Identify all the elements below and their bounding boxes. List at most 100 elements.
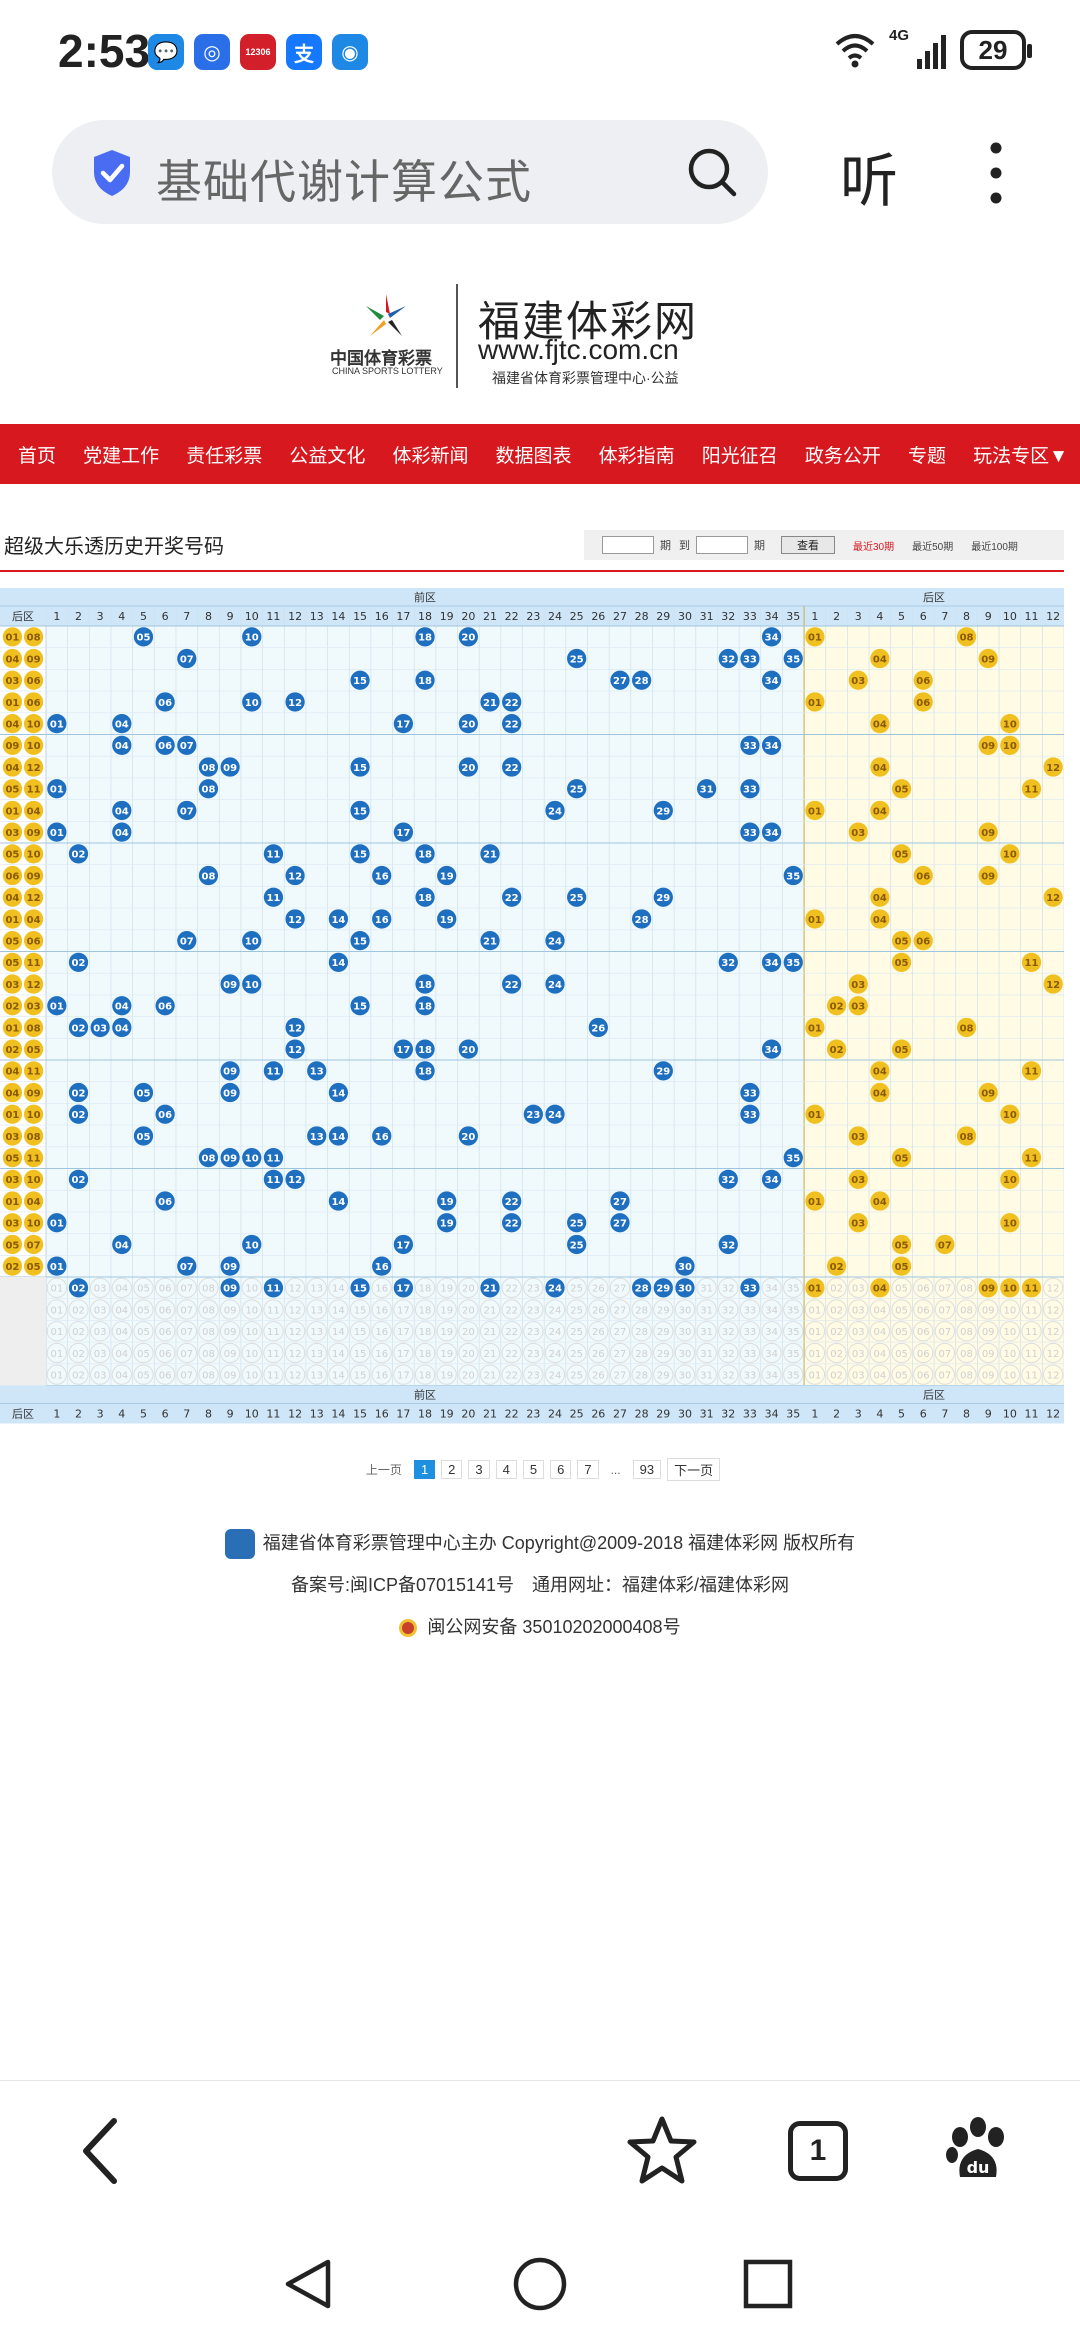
summary-ball-number: 21 xyxy=(483,1284,497,1295)
ghost-ball xyxy=(826,1364,847,1385)
ghost-ball xyxy=(674,1342,696,1364)
page-link-3[interactable]: 4 xyxy=(495,1460,517,1479)
recent-30-link[interactable]: 最近30期 xyxy=(853,541,895,553)
ghost-ball-number: 07 xyxy=(939,1370,952,1381)
row-back-badge xyxy=(23,996,44,1016)
ghost-ball xyxy=(674,1364,696,1385)
bottom-col-label: 11 xyxy=(266,1408,280,1421)
bottom-col-label: 10 xyxy=(245,1408,259,1421)
back-ball xyxy=(1000,1104,1020,1124)
system-home-icon[interactable] xyxy=(510,2254,570,2314)
nav-item-7[interactable]: 阳光征召 xyxy=(701,445,778,467)
ghost-ball xyxy=(349,1321,371,1342)
front-ball-number: 29 xyxy=(656,893,670,904)
row-back-badge xyxy=(2,1126,23,1146)
page-link-5[interactable]: 6 xyxy=(550,1460,572,1479)
system-back-icon[interactable] xyxy=(278,2254,338,2314)
ghost-ball xyxy=(1043,1277,1064,1298)
back-ball xyxy=(1043,757,1063,777)
page-link-2[interactable]: 3 xyxy=(468,1460,490,1479)
listen-button[interactable]: 听 xyxy=(840,149,899,214)
ghost-ball xyxy=(826,1299,847,1320)
next-page-link[interactable]: 下一页 xyxy=(667,1458,721,1481)
bottom-col-label: 33 xyxy=(743,1408,757,1421)
front-ball xyxy=(783,865,803,886)
ghost-ball-number: 31 xyxy=(700,1305,713,1316)
page-link-0[interactable]: 1 xyxy=(413,1460,436,1479)
back-ball xyxy=(870,1082,890,1103)
bookmark-star-icon[interactable] xyxy=(622,2111,702,2191)
tabs-button[interactable]: 1 xyxy=(778,2111,858,2191)
page-link-8[interactable]: 93 xyxy=(632,1460,662,1479)
ghost-ball-number: 02 xyxy=(830,1305,843,1316)
police-record-text[interactable]: 闽公网安备 35010202000408号 xyxy=(427,1617,681,1637)
nav-item-6[interactable]: 体彩指南 xyxy=(598,445,675,467)
baidu-paw-icon[interactable]: du xyxy=(938,2111,1018,2191)
back-arrow-icon[interactable] xyxy=(62,2111,142,2191)
front-ball xyxy=(653,1061,673,1081)
back-ball-number: 02 xyxy=(830,1045,844,1056)
front-ball-number: 04 xyxy=(115,1023,129,1034)
title-underline xyxy=(0,570,1064,572)
ghost-ball-number: 32 xyxy=(722,1305,735,1316)
nav-item-3[interactable]: 公益文化 xyxy=(289,445,366,467)
page-link-7[interactable]: ... xyxy=(610,1462,621,1477)
front-ball-number: 01 xyxy=(50,828,64,839)
page-link-1[interactable]: 2 xyxy=(441,1460,463,1479)
row-back-label: 10 xyxy=(27,1175,41,1186)
front-ball xyxy=(68,952,89,972)
front-ball-number: 11 xyxy=(266,1175,280,1186)
system-recents-icon[interactable] xyxy=(738,2254,798,2314)
nav-item-2[interactable]: 责任彩票 xyxy=(186,445,263,467)
back-ball xyxy=(913,865,933,886)
ghost-ball-number: 01 xyxy=(809,1327,822,1338)
front-ball-number: 09 xyxy=(223,980,237,991)
query-button[interactable]: 查看 xyxy=(781,536,835,554)
ghost-ball-number: 04 xyxy=(115,1370,128,1381)
back-ball-number: 06 xyxy=(916,698,930,709)
nav-item-5[interactable]: 数据图表 xyxy=(495,445,572,467)
nav-item-9[interactable]: 专题 xyxy=(907,445,946,467)
back-ball-number: 10 xyxy=(1003,741,1017,752)
end-period-input[interactable] xyxy=(696,536,748,554)
recent-50-link[interactable]: 最近50期 xyxy=(912,541,954,553)
ghost-ball xyxy=(284,1364,306,1385)
ghost-ball xyxy=(544,1342,566,1364)
row-back-badge xyxy=(2,974,23,994)
front-ball-number: 25 xyxy=(570,785,584,796)
bottom-col-label: 5 xyxy=(898,1408,905,1421)
ghost-ball-number: 01 xyxy=(809,1349,822,1360)
front-ball xyxy=(155,1191,175,1211)
recent-100-link[interactable]: 最近100期 xyxy=(971,541,1018,553)
nav-item-1[interactable]: 党建工作 xyxy=(83,445,160,467)
front-ball-number: 34 xyxy=(765,633,779,644)
top-col-label: 2 xyxy=(833,610,840,623)
nav-item-8[interactable]: 政务公开 xyxy=(804,445,881,467)
empty-row-label xyxy=(0,1298,46,1321)
nav-item-10[interactable]: 玩法专区▼ xyxy=(973,445,1068,467)
row-back-badge xyxy=(2,735,23,755)
ghost-ball xyxy=(349,1342,371,1364)
front-ball xyxy=(47,779,67,799)
nav-item-0[interactable]: 首页 xyxy=(18,445,57,467)
back-ball xyxy=(1000,1213,1020,1233)
front-ball xyxy=(653,800,673,821)
ghost-ball-number: 18 xyxy=(419,1305,432,1316)
ghost-ball xyxy=(631,1321,652,1342)
nav-item-4[interactable]: 体彩新闻 xyxy=(392,445,469,467)
site-logo[interactable]: 中国体育彩票 CHINA SPORTS LOTTERY 福建体彩网 www.fj… xyxy=(330,284,750,394)
row-back-label: 04 xyxy=(5,1088,19,1099)
front-ball-number: 07 xyxy=(180,806,194,817)
front-ball-number: 02 xyxy=(72,1110,86,1121)
page-link-4[interactable]: 5 xyxy=(522,1460,545,1479)
page-link-6[interactable]: 7 xyxy=(577,1460,599,1479)
search-icon[interactable] xyxy=(686,146,738,198)
battery-icon: 29 xyxy=(960,30,1032,70)
start-period-input[interactable] xyxy=(602,536,654,554)
ghost-ball-number: 12 xyxy=(289,1327,302,1338)
prev-page-link[interactable]: 上一页 xyxy=(365,1463,402,1477)
more-menu-icon[interactable] xyxy=(976,138,1016,208)
row-back-badge xyxy=(2,757,23,777)
ghost-ball-number: 09 xyxy=(224,1327,237,1338)
browser-search-bar[interactable]: 基础代谢计算公式 xyxy=(52,120,768,224)
